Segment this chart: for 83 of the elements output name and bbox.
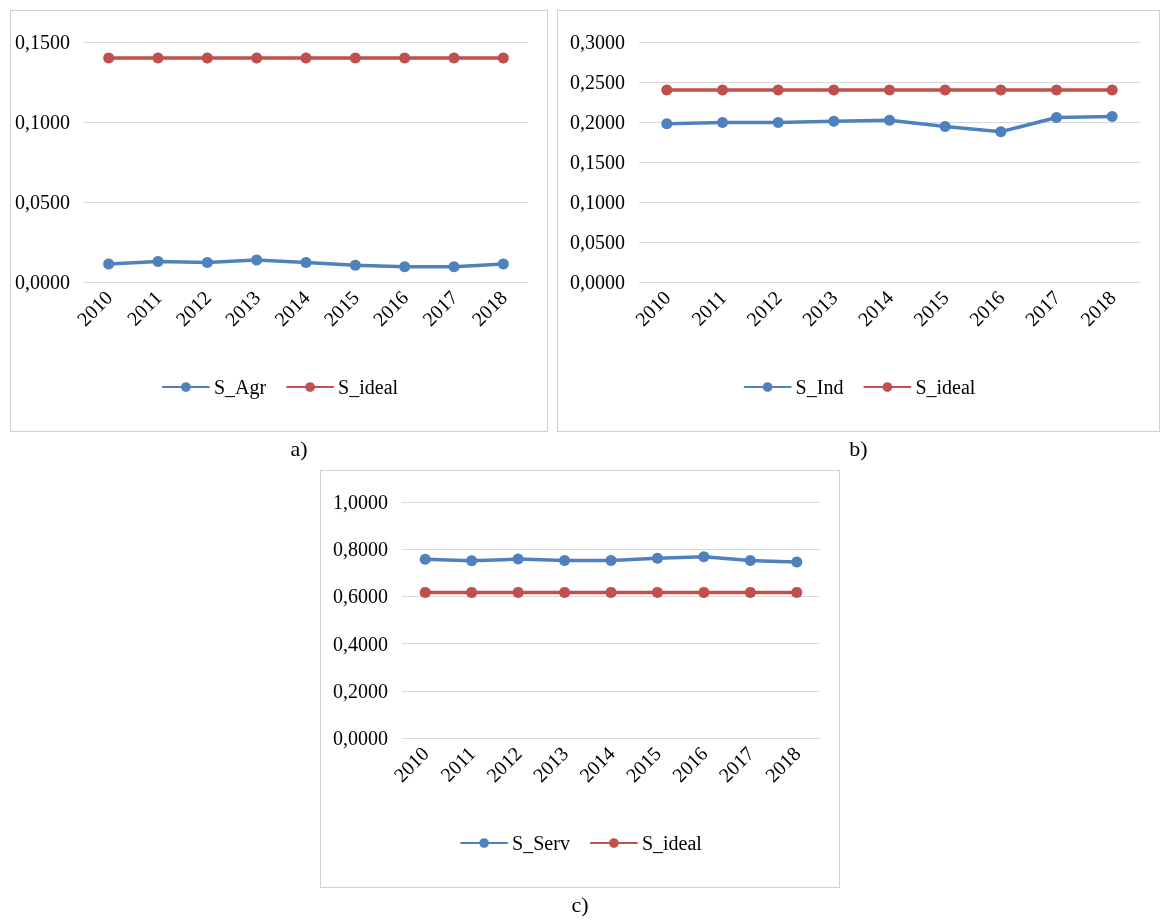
point xyxy=(497,258,509,270)
point xyxy=(1051,112,1062,124)
y-tick-label: 0,8000 xyxy=(333,538,388,561)
point xyxy=(559,586,571,598)
y-tick-label: 0,1500 xyxy=(15,31,70,53)
legend-label: S_ideal xyxy=(338,376,399,398)
point xyxy=(399,261,411,273)
point xyxy=(419,586,431,598)
point xyxy=(661,84,673,96)
point xyxy=(698,586,710,598)
point xyxy=(466,555,478,567)
legend-label: S_Serv xyxy=(512,832,570,854)
y-tick-label: 0,0000 xyxy=(333,727,388,749)
point xyxy=(300,52,312,64)
y-tick-label: 0,1000 xyxy=(15,111,70,133)
point xyxy=(828,115,840,127)
y-tick-label: 0,2500 xyxy=(570,71,625,93)
point xyxy=(103,52,115,64)
point xyxy=(201,52,213,64)
point xyxy=(103,258,115,270)
y-tick-label: 0,0500 xyxy=(570,231,625,253)
legend-label: S_ideal xyxy=(915,376,976,398)
y-tick-label: 0,6000 xyxy=(333,585,388,608)
text: c) xyxy=(570,892,590,918)
point xyxy=(497,52,509,64)
legend-label: S_Ind xyxy=(795,376,844,398)
y-tick-label: 1,0000 xyxy=(333,491,388,513)
point xyxy=(300,256,312,268)
point xyxy=(152,52,164,64)
point xyxy=(605,555,617,567)
point xyxy=(884,114,895,126)
point xyxy=(349,259,361,271)
point xyxy=(995,126,1007,138)
point xyxy=(251,52,263,64)
point xyxy=(512,586,524,598)
y-tick-label: 0,0500 xyxy=(15,191,70,213)
point xyxy=(419,553,431,565)
point xyxy=(349,52,361,64)
point xyxy=(884,84,895,96)
point xyxy=(698,551,710,563)
point xyxy=(1106,84,1118,96)
point xyxy=(251,254,263,266)
y-tick-label: 0,1500 xyxy=(570,151,625,173)
x-tick-label: 2011 xyxy=(122,286,166,330)
y-tick-label: 0,4000 xyxy=(333,632,388,655)
x-tick-label: 2011 xyxy=(436,742,480,786)
y-tick-label: 0,3000 xyxy=(570,31,625,53)
point xyxy=(605,586,617,598)
y-tick-label: 0,1000 xyxy=(570,191,625,213)
point xyxy=(939,120,951,132)
text: b) xyxy=(848,436,869,462)
legend-label: S_ideal xyxy=(641,832,703,854)
point xyxy=(651,552,663,564)
point xyxy=(744,555,756,567)
point xyxy=(791,586,803,598)
point xyxy=(651,586,663,598)
point xyxy=(772,84,784,96)
point xyxy=(448,52,460,64)
y-tick-label: 0,2000 xyxy=(570,111,625,133)
point xyxy=(661,118,673,130)
point xyxy=(152,256,164,268)
x-tick-label: 2011 xyxy=(686,286,731,330)
point xyxy=(1106,110,1118,122)
point xyxy=(939,84,951,96)
point xyxy=(995,84,1007,96)
point xyxy=(828,84,840,96)
point xyxy=(559,555,571,567)
point xyxy=(201,256,213,268)
point xyxy=(1051,84,1062,96)
point xyxy=(717,116,728,128)
y-tick-label: 0,0000 xyxy=(15,271,70,293)
point xyxy=(717,84,728,96)
text: a) xyxy=(289,436,309,462)
point xyxy=(772,116,784,128)
point xyxy=(512,553,524,565)
point xyxy=(399,52,411,64)
y-tick-label: 0,0000 xyxy=(570,271,625,293)
legend-label: S_Agr xyxy=(213,376,267,399)
point xyxy=(448,261,460,273)
point xyxy=(791,556,803,568)
point xyxy=(744,586,756,598)
y-tick-label: 0,2000 xyxy=(333,679,388,702)
point xyxy=(466,586,478,598)
